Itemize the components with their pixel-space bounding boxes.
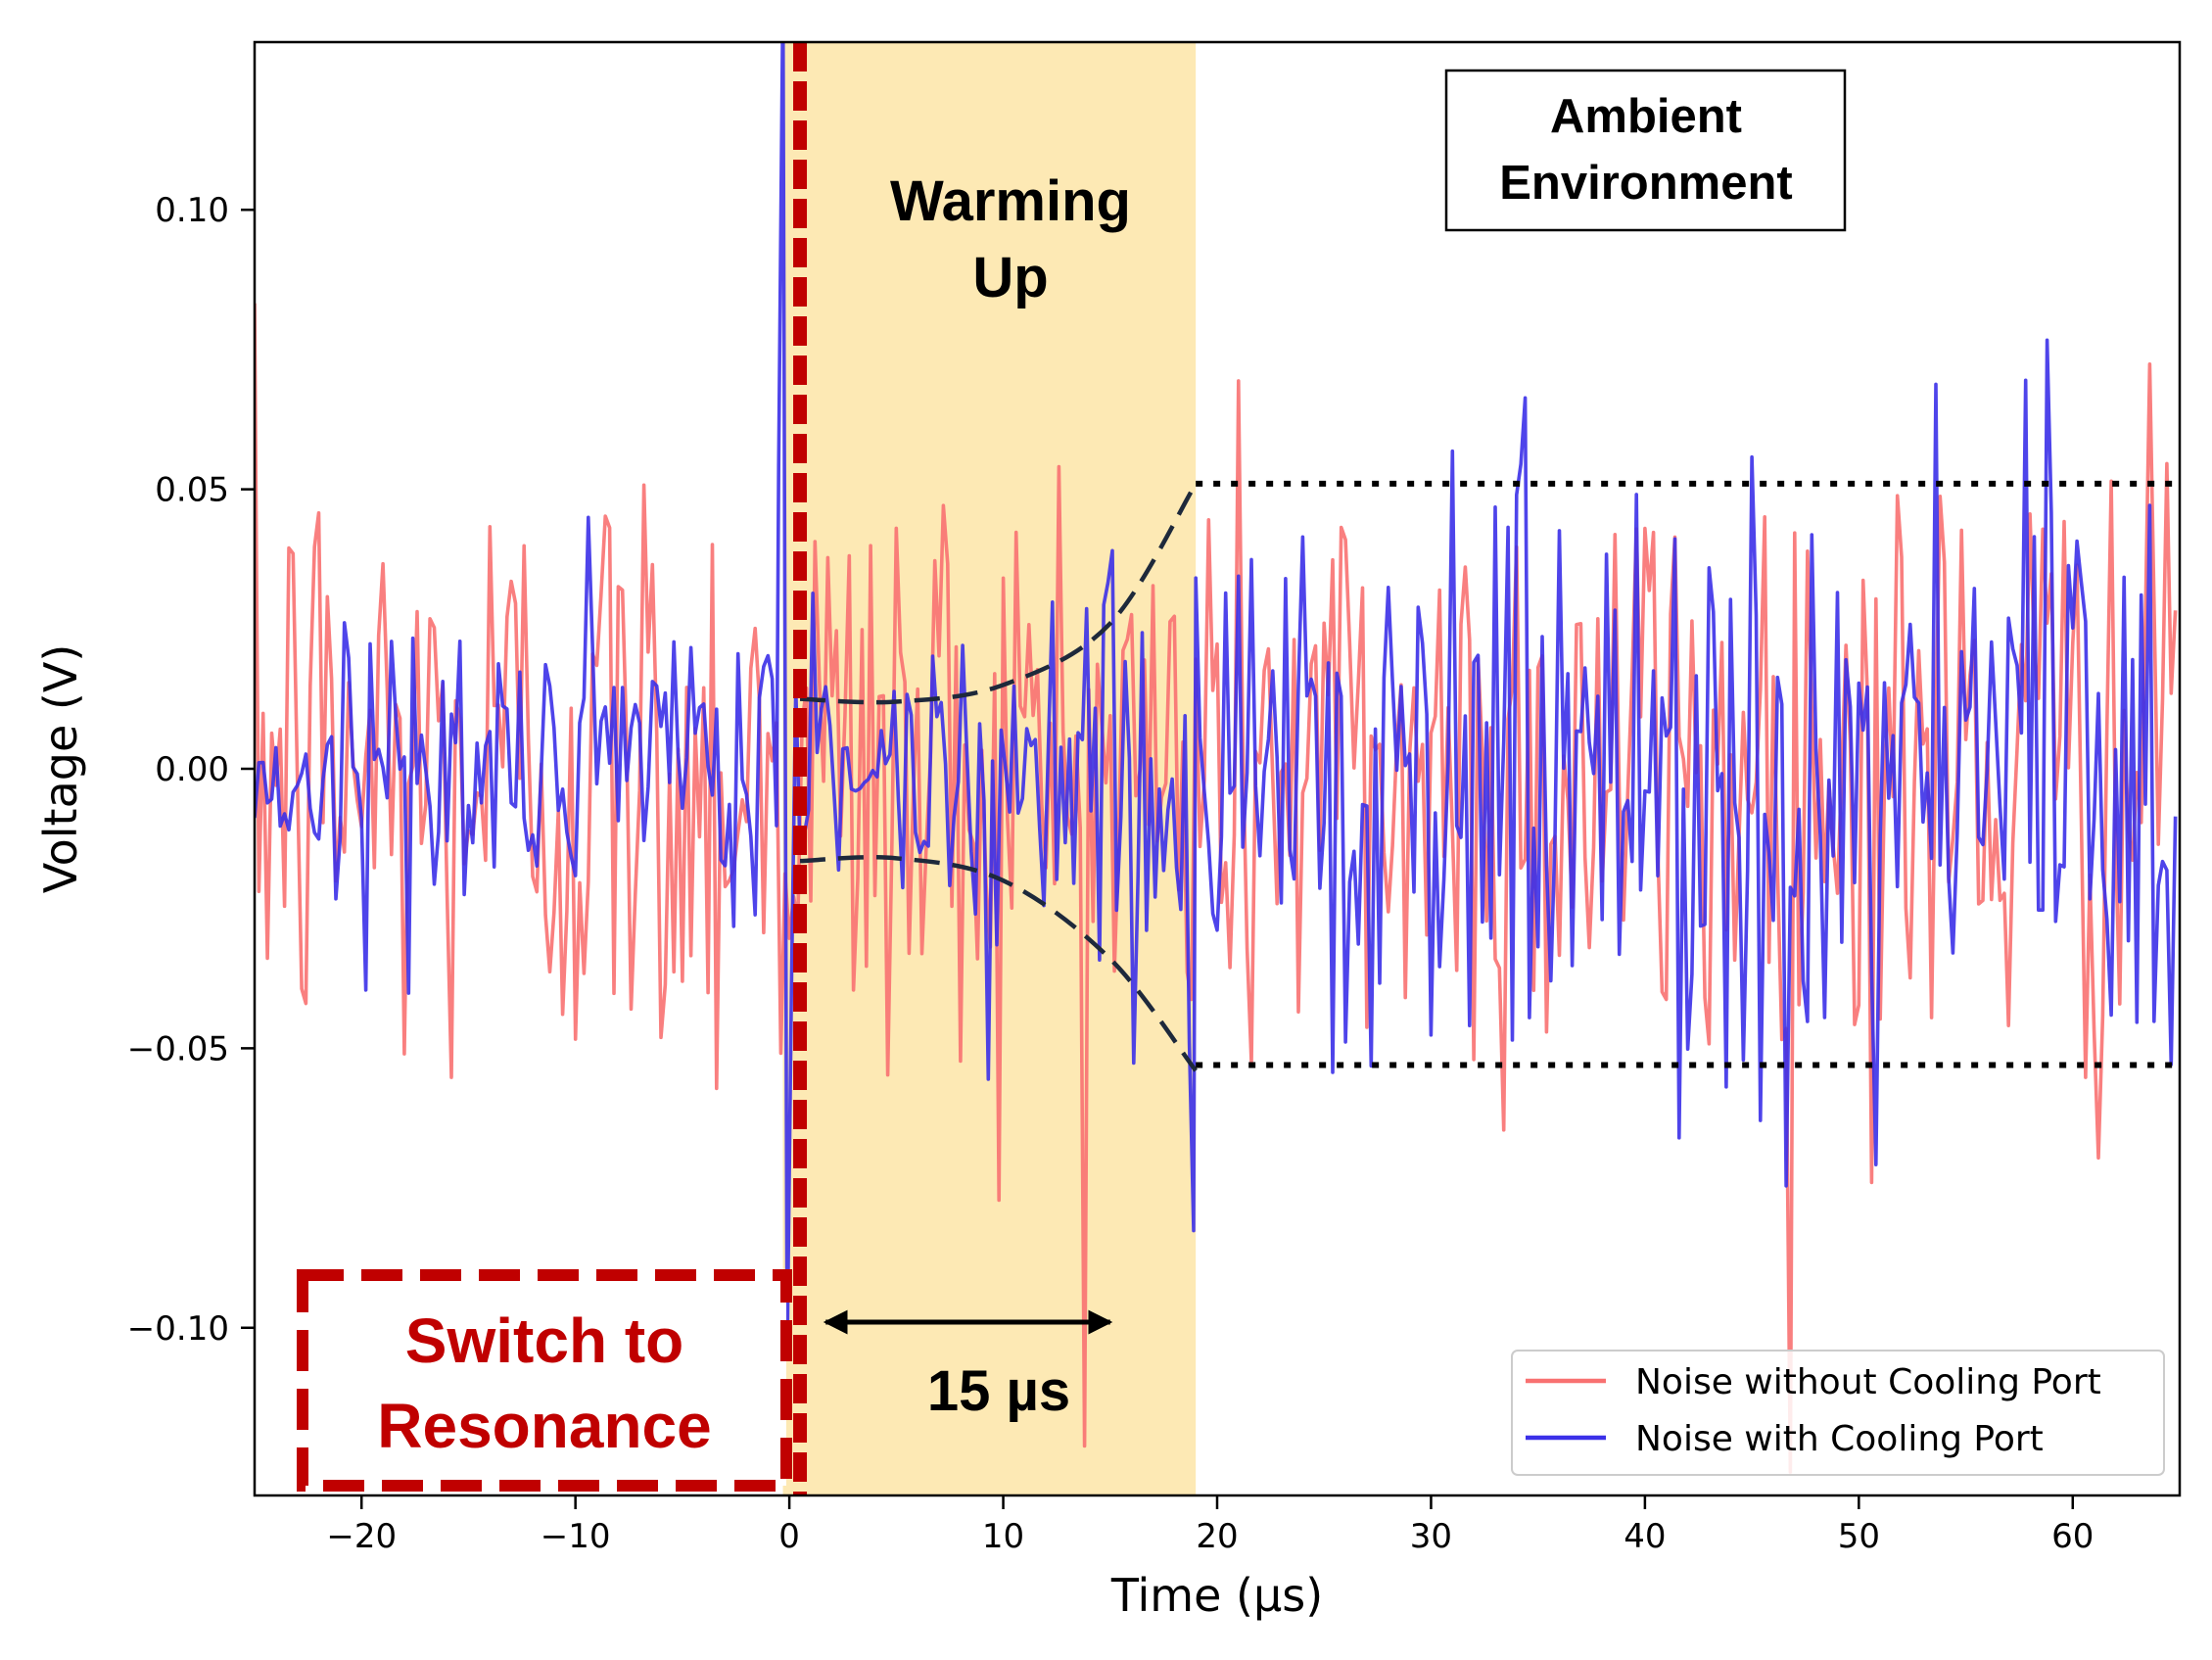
legend-label-noise-without-cooling-port: Noise without Cooling Port bbox=[1635, 1362, 2101, 1402]
legend-frame bbox=[1511, 1350, 2165, 1476]
x-tick-label: 0 bbox=[778, 1517, 800, 1556]
ambient-label-box bbox=[1444, 69, 1847, 232]
x-axis-ticks: −20 −10 0 10 20 30 40 50 60 bbox=[326, 1495, 2094, 1556]
y-tick-label: 0.00 bbox=[155, 750, 229, 789]
x-tick-label: −20 bbox=[326, 1517, 397, 1556]
y-axis-title: Voltage (V) bbox=[34, 644, 87, 894]
envelope-lower-dashed bbox=[799, 855, 1198, 1072]
warming-up-label-line1: Warming bbox=[890, 169, 1131, 233]
series-line-noise-with-cooling-port bbox=[255, 42, 2178, 1358]
ambient-label-line1: Ambient bbox=[1550, 90, 1742, 143]
legend-label-noise-with-cooling-port: Noise with Cooling Port bbox=[1635, 1419, 2044, 1459]
y-tick-label: 0.05 bbox=[155, 471, 229, 510]
x-tick-label: 30 bbox=[1410, 1517, 1452, 1556]
warming-up-label-line2: Up bbox=[972, 246, 1048, 309]
duration-span-label: 15 µs bbox=[927, 1359, 1070, 1423]
series-line-noise-without-cooling-port bbox=[255, 303, 2178, 1474]
x-tick-label: 50 bbox=[1838, 1517, 1880, 1556]
x-axis-title: Time (µs) bbox=[1110, 1569, 1323, 1622]
x-tick-label: 20 bbox=[1196, 1517, 1238, 1556]
switch-label-box bbox=[297, 1269, 792, 1492]
y-tick-label: 0.10 bbox=[155, 191, 229, 230]
y-tick-label: −0.05 bbox=[127, 1029, 229, 1068]
x-tick-label: 10 bbox=[982, 1517, 1024, 1556]
switch-label-line1: Switch to bbox=[405, 1305, 683, 1376]
envelope-upper-dashed bbox=[799, 482, 1199, 705]
y-tick-label: −0.10 bbox=[127, 1309, 229, 1349]
switch-label-line2: Resonance bbox=[377, 1391, 711, 1461]
x-tick-label: −10 bbox=[541, 1517, 611, 1556]
legend: Noise without Cooling Port Noise with Co… bbox=[1511, 1350, 2165, 1476]
y-axis-ticks: −0.10 −0.05 0.00 0.05 0.10 bbox=[127, 191, 255, 1349]
x-tick-label: 40 bbox=[1624, 1517, 1666, 1556]
ambient-label-line2: Environment bbox=[1499, 157, 1792, 210]
x-tick-label: 60 bbox=[2051, 1517, 2094, 1556]
